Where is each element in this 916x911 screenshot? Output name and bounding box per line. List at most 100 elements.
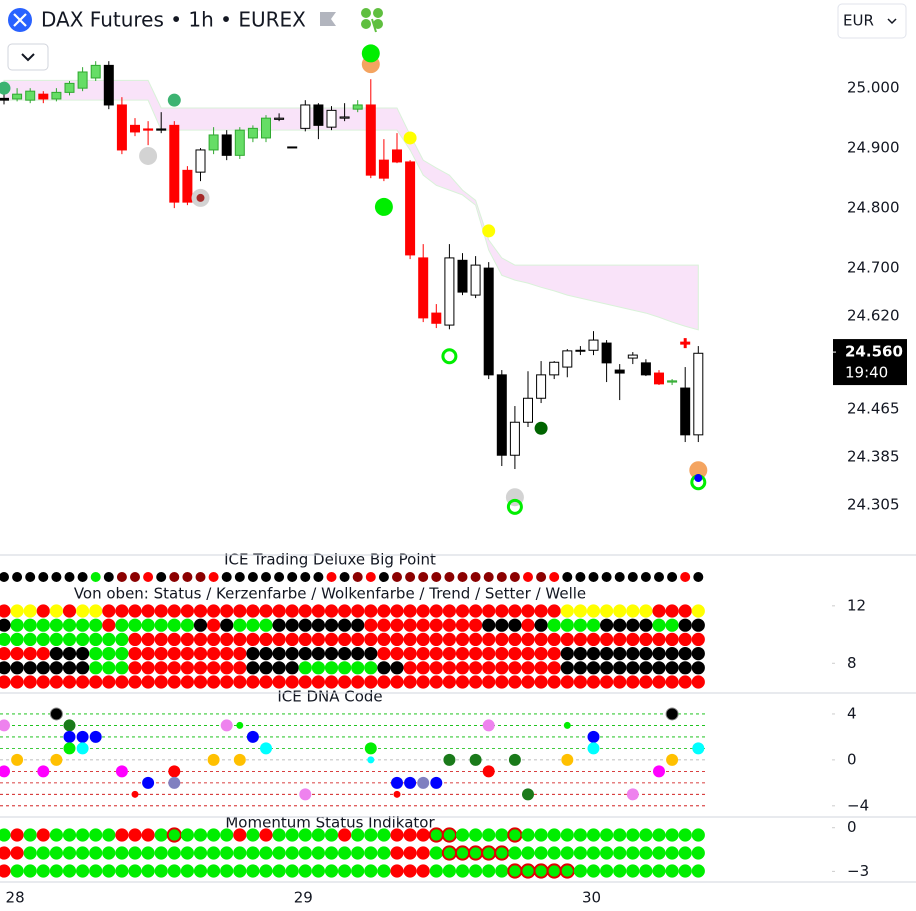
dna-point: [63, 730, 76, 743]
status-dot: [115, 828, 129, 842]
status-dot: [614, 572, 625, 582]
candle-body: [234, 129, 245, 156]
candle-body: [614, 369, 625, 374]
status-dot: [508, 604, 522, 618]
status-dot: [482, 828, 496, 842]
status-dot: [678, 675, 692, 689]
status-dot: [141, 661, 155, 675]
candle-body: [654, 372, 664, 385]
status-dot: [62, 632, 77, 647]
status-dot: [691, 618, 705, 632]
status-dot: [193, 675, 208, 689]
status-dot: [429, 618, 443, 632]
status-dot: [652, 647, 666, 661]
status-dot: [180, 618, 194, 632]
status-dot: [626, 864, 640, 878]
status-dot: [220, 647, 234, 661]
countdown: 19:40: [845, 364, 888, 382]
status-dot: [141, 632, 155, 647]
candle-body: [169, 124, 180, 203]
candle-body: [352, 104, 363, 110]
dna-point: [364, 742, 377, 755]
signal-marker: [374, 197, 393, 216]
candle-body: [103, 64, 114, 106]
status-dot: [220, 828, 234, 842]
status-dot: [429, 647, 443, 661]
status-dot: [180, 828, 194, 842]
status-dot: [364, 661, 378, 675]
status-dot: [89, 828, 103, 842]
leaf: [373, 8, 383, 18]
dna-point: [404, 776, 417, 789]
status-dot: [429, 864, 443, 878]
status-dot: [691, 604, 705, 618]
status-dot: [141, 647, 155, 661]
status-dot: [547, 675, 561, 689]
status-dot: [272, 828, 286, 842]
dna-point: [142, 776, 155, 789]
status-dot: [324, 675, 339, 689]
clover-icon[interactable]: [361, 8, 383, 33]
status-dot: [416, 647, 430, 661]
status-dot: [403, 864, 417, 878]
status-dot: [167, 661, 181, 675]
status-dot: [10, 675, 24, 689]
status-dot: [547, 618, 561, 632]
status-dot: [156, 572, 167, 582]
status-dot: [115, 864, 129, 878]
status-dot: [193, 618, 208, 632]
status-dot: [89, 604, 103, 618]
status-dot: [154, 864, 168, 878]
status-dot: [351, 618, 365, 632]
status-dot: [246, 846, 260, 860]
dna-point: [49, 707, 63, 721]
status-dot: [0, 572, 9, 582]
status-dot: [102, 828, 116, 842]
status-dot: [377, 632, 391, 647]
status-dot: [193, 846, 208, 860]
flag-icon[interactable]: [320, 12, 336, 26]
status-dot: [390, 675, 404, 689]
status-dot: [195, 572, 206, 582]
status-dot: [534, 604, 548, 618]
status-dot: [103, 572, 114, 582]
candle-body: [77, 71, 88, 89]
signal-marker: [694, 474, 703, 483]
status-dot: [338, 846, 352, 860]
status-dot: [364, 632, 378, 647]
collapse-button[interactable]: [7, 43, 49, 71]
dna-point: [168, 765, 181, 778]
dna-point: [37, 765, 50, 778]
status-dot: [416, 604, 430, 618]
signal-marker: [139, 146, 158, 165]
status-dot: [143, 572, 154, 582]
status-dot: [272, 675, 286, 689]
status-dot: [51, 572, 62, 582]
status-dot: [652, 632, 666, 647]
y-tick-label: 24.800: [847, 199, 900, 217]
status-dot: [364, 675, 378, 689]
candle-body: [247, 127, 258, 139]
status-dot: [377, 846, 391, 860]
status-dot: [0, 647, 11, 661]
status-dot: [442, 604, 456, 618]
status-dot: [468, 845, 484, 861]
status-dot: [130, 572, 140, 582]
status-dot: [259, 604, 273, 618]
status-dot: [0, 828, 11, 842]
status-dot: [560, 632, 574, 647]
status-dot: [76, 661, 90, 675]
status-dot: [233, 675, 247, 689]
status-dot: [521, 846, 535, 860]
status-dot: [300, 572, 311, 582]
status-dot: [600, 661, 614, 675]
status-dot: [600, 632, 614, 647]
status-dot: [586, 604, 601, 618]
status-dot: [10, 647, 24, 661]
status-dot: [626, 675, 640, 689]
currency-button[interactable]: [837, 3, 907, 39]
candle-body: [523, 397, 533, 423]
candle-body: [300, 104, 311, 129]
status-dot: [378, 572, 389, 582]
status-dot: [259, 632, 273, 647]
